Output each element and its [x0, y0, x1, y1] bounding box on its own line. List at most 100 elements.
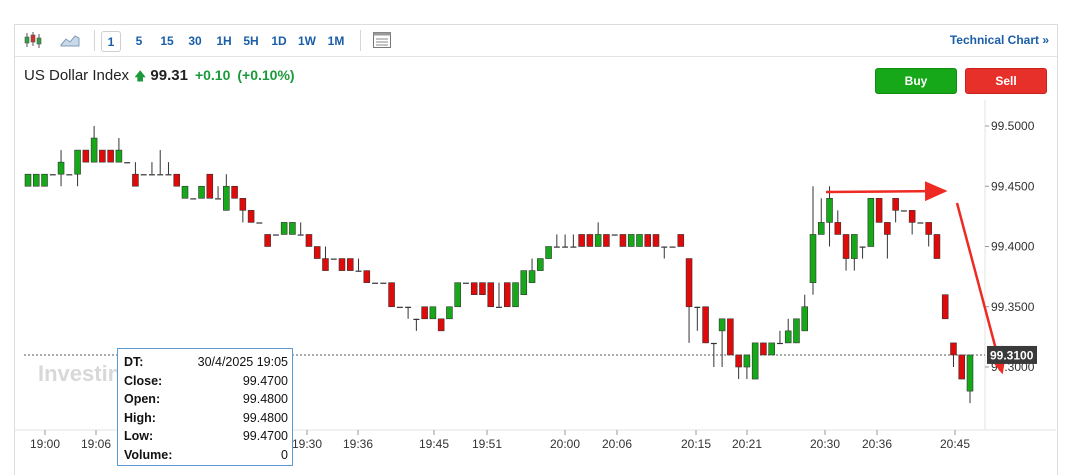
candle-body: [545, 246, 552, 259]
x-tick-label: 20:15: [681, 437, 711, 451]
x-tick-label: 19:00: [30, 437, 60, 451]
candle-body: [611, 234, 618, 236]
x-tick-label: 20:00: [550, 437, 580, 451]
candle-body: [32, 173, 40, 187]
candle-body: [892, 198, 899, 211]
candle-body: [661, 246, 668, 248]
candle-body: [280, 222, 288, 235]
x-tick-label: 20:45: [940, 437, 970, 451]
interval-30[interactable]: 30: [188, 33, 202, 48]
candle-body: [74, 149, 81, 175]
candle-body: [338, 258, 346, 271]
sell-button[interactable]: Sell: [965, 68, 1047, 94]
y-tick-label: 99.3500: [991, 300, 1035, 314]
tooltip-row: Open: 99.4800: [124, 392, 288, 406]
candle-body: [578, 234, 585, 247]
candle-body: [710, 342, 717, 345]
interval-1h[interactable]: 1H: [216, 33, 232, 48]
last-price: 99.31: [150, 67, 188, 84]
candle-body: [66, 174, 73, 176]
candle-body: [768, 342, 775, 356]
x-tick-label: 19:51: [472, 437, 502, 451]
candle-body: [594, 234, 602, 247]
last-price-label: 99.3100: [990, 348, 1034, 362]
interval-5h[interactable]: 5H: [243, 33, 259, 48]
tooltip-row: High: 99.4800: [124, 410, 288, 425]
candle-body: [958, 354, 966, 380]
candle-body: [867, 198, 875, 247]
candle-body: [421, 306, 428, 320]
candle-body: [562, 246, 569, 248]
buy-button[interactable]: Buy: [875, 68, 957, 94]
candle-body: [363, 270, 371, 283]
annotation-arrow: [825, 181, 948, 202]
interval-1d[interactable]: 1D: [271, 33, 287, 48]
instrument-header: US Dollar Index 🡅 99.31 +0.10 (+0.10%): [24, 67, 295, 88]
candle-body: [520, 270, 528, 296]
tooltip-row: DT: 30/4/2025 19:05: [124, 355, 288, 369]
candle-body: [553, 246, 560, 248]
candlestick-icon[interactable]: [22, 30, 44, 50]
candle-body: [685, 258, 693, 308]
candle-body: [570, 246, 577, 248]
interval-15[interactable]: 15: [160, 33, 174, 48]
y-tick-label: 99.4000: [991, 240, 1035, 254]
candle-body: [454, 282, 461, 308]
candle-body: [751, 342, 759, 380]
toolbar-divider: [360, 30, 361, 51]
candle-body: [198, 185, 205, 199]
candle-body: [619, 234, 627, 247]
candle-body: [49, 174, 56, 176]
y-tick-label: 99.4500: [991, 179, 1035, 193]
area-chart-icon[interactable]: [59, 30, 81, 50]
candle-body: [735, 354, 742, 368]
candle-body: [966, 354, 974, 392]
interval-1w[interactable]: 1W: [298, 33, 316, 48]
arrow-up-icon: 🡅: [134, 69, 147, 83]
candle-body: [140, 174, 147, 176]
candle-body: [115, 149, 123, 163]
candle-body: [157, 174, 164, 176]
candle-body: [413, 318, 420, 320]
tooltip-row: Close: 99.4700: [124, 373, 288, 388]
candle-body: [181, 185, 189, 199]
candle-body: [124, 162, 131, 164]
candle-body: [644, 234, 652, 247]
candle-body: [908, 210, 916, 223]
candle-body: [24, 173, 32, 187]
candle-body: [264, 234, 271, 247]
technical-chart-link[interactable]: Technical Chart »: [949, 33, 1049, 47]
candle-body: [512, 282, 519, 308]
candle-body: [173, 173, 181, 187]
chart-toolbar: 1 5 15 30 1H 5H 1D 1W 1M Technical Chart…: [15, 25, 1057, 57]
annotation-arrow: [955, 202, 1007, 375]
candle-body: [305, 234, 313, 247]
candle-body: [636, 234, 643, 247]
candle-body: [537, 258, 544, 271]
candle-body: [702, 306, 709, 344]
candle-body: [132, 173, 139, 187]
interval-1m[interactable]: 1M: [327, 33, 345, 48]
table-icon[interactable]: [371, 30, 393, 50]
candle-body: [817, 222, 825, 235]
candle-body: [355, 270, 362, 272]
candle-body: [256, 222, 263, 224]
candle-body: [388, 282, 395, 308]
interval-1[interactable]: 1: [101, 31, 121, 52]
candle-body: [669, 246, 676, 248]
candle-body: [718, 318, 726, 332]
candle-body: [247, 210, 255, 223]
candle-body: [313, 246, 321, 259]
candle-body: [925, 222, 932, 235]
candle-body: [405, 306, 412, 308]
candle-body: [289, 222, 296, 235]
candle-body: [875, 198, 883, 223]
instrument-name: US Dollar Index: [24, 67, 130, 84]
candle-body: [297, 234, 304, 236]
candle-body: [503, 282, 511, 308]
price-change: +0.10: [194, 67, 231, 83]
candle-body: [239, 198, 247, 211]
interval-5[interactable]: 5: [135, 33, 143, 48]
candle-body: [165, 174, 172, 176]
candle-body: [776, 342, 783, 345]
